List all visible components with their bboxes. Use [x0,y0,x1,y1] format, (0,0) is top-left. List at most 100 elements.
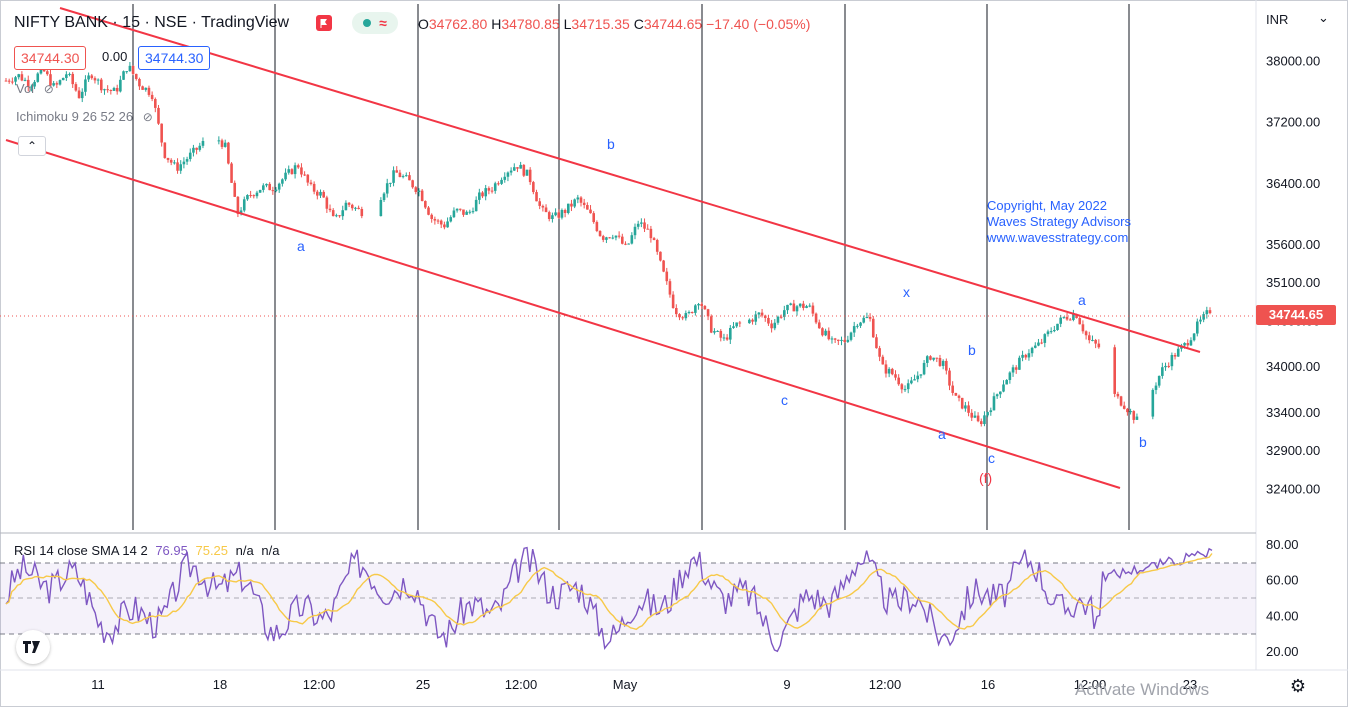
candle-body [732,326,735,328]
price-tick: 36400.00 [1266,176,1320,191]
candle-body [709,316,713,333]
candle-body [433,218,437,221]
candle-body [919,374,923,376]
candle-body [1192,333,1196,341]
candle-body [195,147,198,150]
candle-body [706,309,710,317]
candle-body [39,66,43,74]
chevron-down-icon[interactable]: ⌄ [1318,10,1329,25]
time-axis[interactable]: 11 18 12:00 25 12:00 May 9 12:00 16 12:00 23 [91,677,1197,692]
candle-body [646,228,650,230]
candle-body [763,315,767,318]
candle-body [74,84,78,91]
wave-label-f[interactable]: (f) [979,470,993,486]
flag-icon[interactable] [316,15,332,31]
candle-body [462,209,465,215]
candle-body [395,170,399,173]
candle-body [541,205,545,208]
candle-body [560,209,564,218]
candle-body [713,331,716,333]
candle-body [1154,385,1158,390]
candle-body [551,215,554,220]
candle-body [729,327,732,340]
rsi-axis[interactable]: 80.00 60.00 40.00 20.00 [1266,537,1299,659]
candle-body [277,183,281,190]
candle-body [4,80,8,82]
wave-label-a-3[interactable]: a [1078,292,1086,308]
candle-body [77,90,81,99]
settings-gear-icon[interactable]: ⚙ [1289,675,1307,696]
wave-label-c-2[interactable]: c [988,450,995,466]
candle-body [786,304,789,311]
candle-body [17,74,21,78]
candle-body [154,99,157,108]
candle-body [1062,316,1066,318]
indicator-vol[interactable]: Vol ⊘ [16,81,54,96]
candle-body [14,77,17,82]
wave-label-b-2[interactable]: b [968,342,976,358]
candle-body [303,174,306,176]
candle-body [573,199,576,207]
candle-body [1027,353,1031,358]
candle-body [49,74,52,86]
candle-body [1132,411,1136,420]
candle-body [566,203,570,214]
sell-button[interactable]: 34744.30 [14,46,87,70]
watermark: Copyright, May 2022 Waves Strategy Advis… [987,198,1132,245]
collapse-indicators-button[interactable]: ⌃ [18,136,46,156]
rsi-band [0,563,1256,634]
currency-label[interactable]: INR [1266,12,1289,27]
wave-label-b-3[interactable]: b [1139,434,1147,450]
candle-body [474,199,478,212]
candle-body [1018,357,1021,370]
candle-body [449,217,453,222]
wave-label-b[interactable]: b [607,136,615,152]
candle-body [1195,321,1199,334]
candle-body [417,190,421,192]
candle-body [468,211,472,213]
indicator-ichimoku[interactable]: Ichimoku 9 26 52 26 ⊘ [16,109,153,124]
candle-body [26,79,30,87]
buy-button[interactable]: 34744.30 [138,46,211,70]
candle-body [833,338,837,340]
tradingview-logo[interactable] [16,630,50,664]
candle-body [1170,355,1174,367]
candle-body [789,303,792,305]
candle-body [528,169,532,183]
candle-body [878,348,881,357]
candle-body [392,170,395,183]
rsi-sma-value: 75.25 [195,543,229,558]
market-open-icon [363,19,372,27]
wave-label-a-2[interactable]: a [938,426,946,442]
candle-body [198,145,202,150]
candle-body [319,191,322,196]
candle-body [633,226,637,236]
candle-body [627,243,630,245]
candle-body [312,183,316,192]
market-status-badge[interactable]: ≈ [352,12,398,34]
time-tick: 12:00 [1074,677,1107,692]
candle-body [293,165,297,175]
candle-body [217,140,221,142]
candle-body [125,71,129,73]
candle-body [557,212,561,218]
symbol-title[interactable]: NIFTY BANK · 15 · NSE · TradingView [14,14,290,31]
wave-label-x[interactable]: x [903,284,910,300]
candle-body [852,326,856,333]
candle-body [169,159,173,163]
rsi-legend[interactable]: RSI 14 close SMA 14 2 76.95 75.25 n/a n/… [14,543,280,558]
candle-body [960,397,964,409]
channel-upper-line[interactable] [59,7,1201,353]
candle-body [697,304,700,306]
candle-body [1005,380,1008,385]
channel-lower-line[interactable] [5,139,1121,489]
candle-body [906,383,910,390]
wave-label-a[interactable]: a [297,238,305,254]
candle-body [493,183,497,191]
wave-label-c[interactable]: c [781,392,788,408]
candle-body [446,221,449,228]
eye-hidden-icon-2[interactable]: ⊘ [142,110,153,124]
eye-hidden-icon[interactable]: ⊘ [43,82,54,96]
candle-body [1122,405,1126,409]
